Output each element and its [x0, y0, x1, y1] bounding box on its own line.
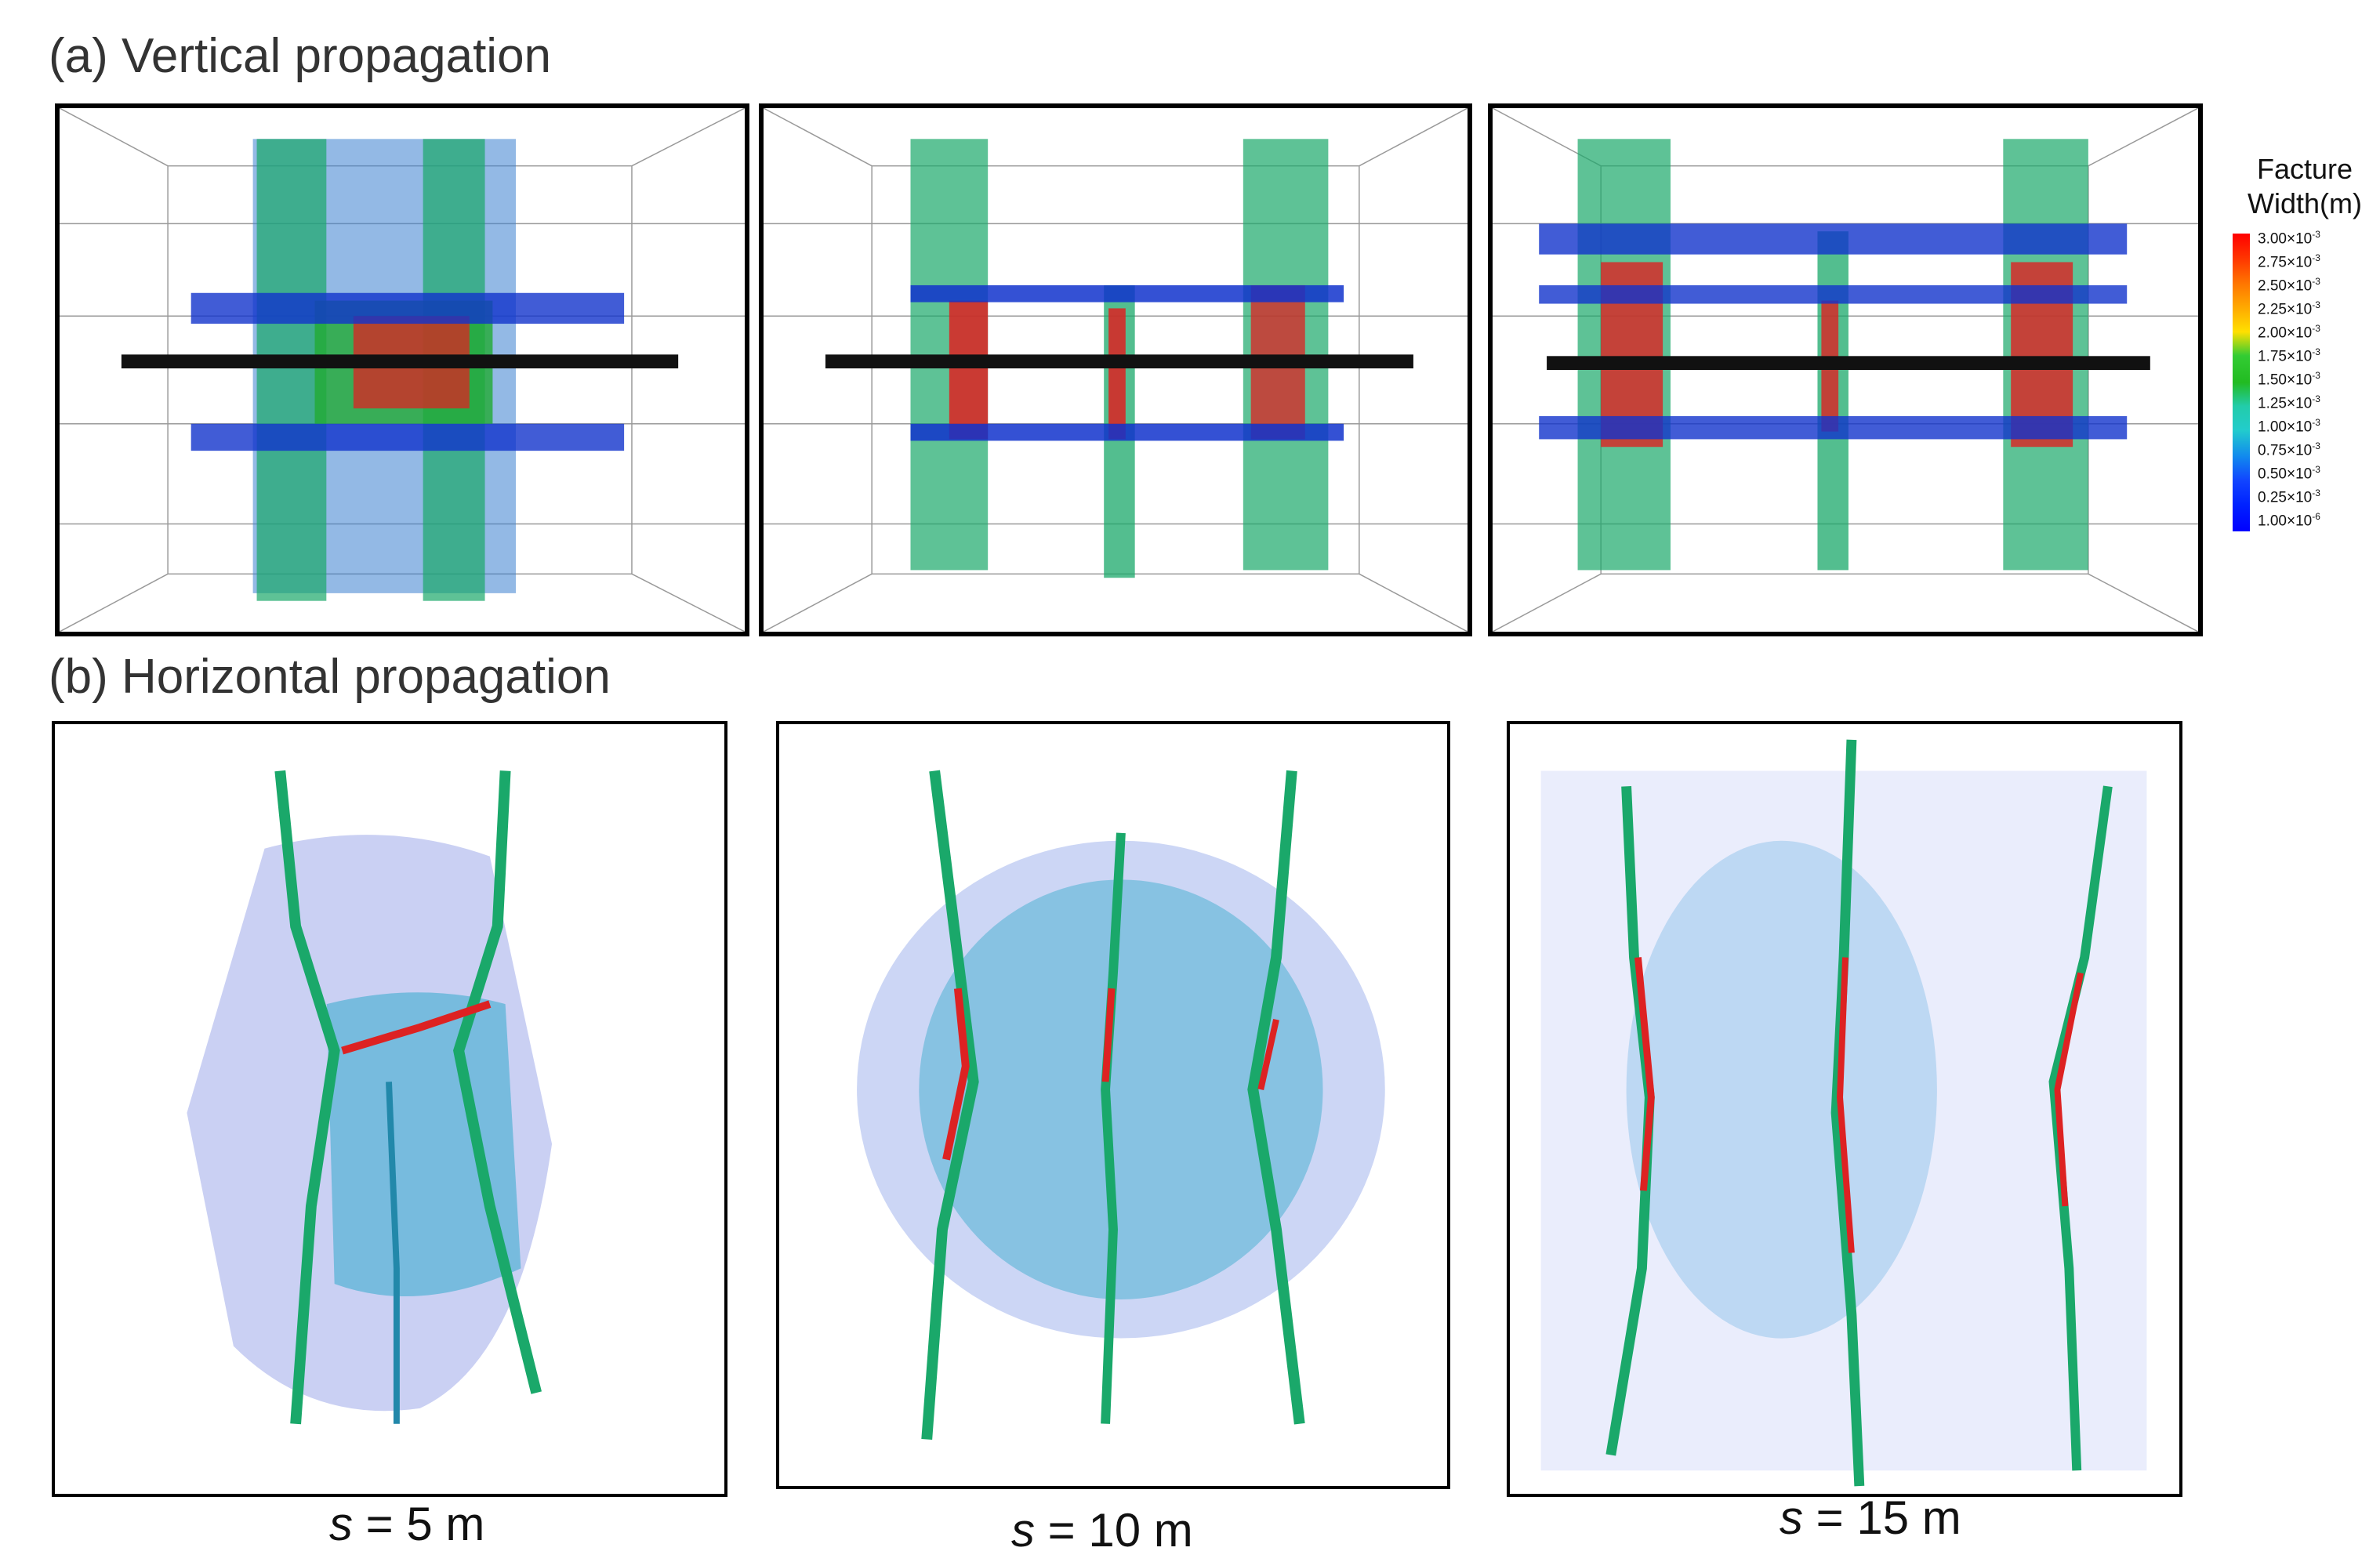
legend-tick: 2.25×10-3	[2258, 299, 2320, 318]
legend-tick: 0.25×10-3	[2258, 487, 2320, 506]
legend-tick: 1.50×10-3	[2258, 370, 2320, 389]
legend-tick: 2.50×10-3	[2258, 276, 2320, 295]
legend-tick: 2.00×10-3	[2258, 323, 2320, 342]
legend-title-line2: Width(m)	[2248, 187, 2362, 219]
legend-tick: 3.00×10-3	[2258, 229, 2320, 248]
legend-tick: 1.00×10-6	[2258, 511, 2320, 530]
legend-tick: 1.25×10-3	[2258, 393, 2320, 412]
color-scale-bar	[2233, 234, 2250, 531]
vertical-view-s10	[759, 103, 1472, 636]
legend-title-line1: Facture	[2256, 153, 2353, 185]
horizontal-view-s15	[1507, 721, 2182, 1497]
legend-tick: 0.75×10-3	[2258, 440, 2320, 459]
legend-tick: 1.75×10-3	[2258, 346, 2320, 365]
legend-tick: 2.75×10-3	[2258, 252, 2320, 271]
horizontal-view-s10	[776, 721, 1450, 1489]
caption-s15: s = 15 m	[1780, 1491, 1961, 1544]
horizontal-view-s5	[52, 721, 727, 1497]
panel-a-title: (a) Vertical propagation	[49, 29, 552, 83]
legend-tick: 1.00×10-3	[2258, 417, 2320, 436]
panel-b-title: (b) Horizontal propagation	[49, 650, 611, 704]
legend-tick: 0.50×10-3	[2258, 464, 2320, 483]
caption-s10: s = 10 m	[1011, 1504, 1193, 1557]
vertical-view-s15	[1488, 103, 2203, 636]
legend-title: Facture Width(m)	[2230, 152, 2379, 221]
vertical-view-s5	[55, 103, 749, 636]
caption-s5: s = 5 m	[329, 1498, 485, 1550]
